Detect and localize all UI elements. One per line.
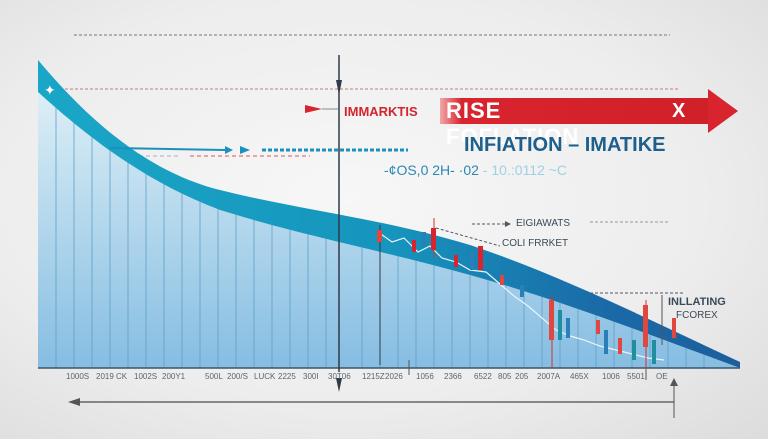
number-line-faded: - 10.:0112 ~C	[482, 162, 568, 178]
x-tick: 1215Z	[362, 372, 385, 381]
x-tick: 200/S	[227, 372, 248, 381]
x-tick: 300I	[303, 372, 319, 381]
x-tick: 2019 CK	[96, 372, 128, 381]
banner-bar	[440, 98, 710, 124]
arrows	[68, 105, 678, 418]
x-tick: 1000S	[66, 372, 90, 381]
annotation-fcorex: FCOREX	[676, 310, 718, 321]
x-tick: 205	[515, 372, 529, 381]
x-tick: 2007A	[537, 372, 561, 381]
number-line-strong: -¢OS,0 2H- ·02	[384, 162, 479, 178]
x-tick: 2026	[385, 372, 403, 381]
banner-x-mark: X	[672, 100, 686, 122]
x-tick: 1006	[602, 372, 620, 381]
annotation-coli-frrket: COLI FRRKET	[502, 238, 569, 249]
bird-icon: ✦	[44, 83, 56, 99]
banner-title: RISE FOFLATION	[446, 98, 580, 149]
left-red-label: IMMARKTIS	[344, 104, 418, 119]
x-tick: 2225	[278, 372, 296, 381]
candlesticks	[377, 218, 676, 370]
x-tick: 500L	[205, 372, 223, 381]
number-line: -¢OS,0 2H- ·02 - 10.:0112 ~C	[384, 162, 567, 178]
x-tick: 805	[498, 372, 512, 381]
x-tick: 30T06	[328, 372, 351, 381]
x-tick: 465X	[570, 372, 589, 381]
x-tick: LUCK	[254, 372, 276, 381]
annotation-inllating: INLLATING	[668, 296, 726, 308]
x-tick: 1056	[416, 372, 434, 381]
chart-subtitle: INFIATION – IMATIKE	[464, 134, 666, 156]
x-tick: 5501	[627, 372, 645, 381]
decline-band	[38, 60, 740, 368]
x-tick: 200Y1	[162, 372, 186, 381]
x-tick: 6522	[474, 372, 492, 381]
banner-arrow-head	[708, 89, 738, 133]
x-tick: 2366	[444, 372, 462, 381]
x-tick: 1002S	[134, 372, 158, 381]
annotation-eigiawats: EIGIAWATS	[516, 218, 571, 229]
x-tick: OE	[656, 372, 668, 381]
